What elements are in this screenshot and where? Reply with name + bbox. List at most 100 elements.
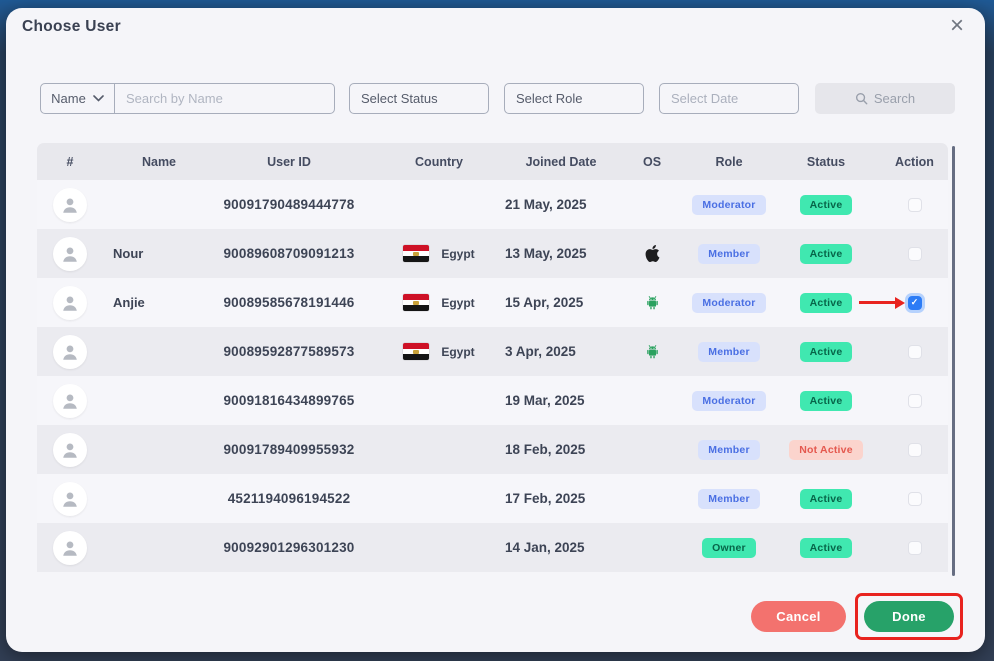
cell-action bbox=[881, 344, 948, 359]
row-checkbox[interactable]: ✓ bbox=[907, 295, 922, 310]
cell-status: Active bbox=[771, 341, 881, 362]
cell-role: Member bbox=[687, 341, 771, 362]
cell-joined-date: 13 May, 2025 bbox=[505, 246, 587, 261]
cell-name bbox=[103, 204, 205, 205]
role-badge: Moderator bbox=[692, 292, 766, 313]
row-checkbox[interactable] bbox=[907, 344, 922, 359]
cell-name: Anjie bbox=[113, 295, 145, 310]
user-avatar-icon bbox=[53, 187, 87, 222]
status-select[interactable] bbox=[349, 83, 489, 114]
cell-role: Member bbox=[687, 488, 771, 509]
egypt-flag-icon bbox=[403, 245, 430, 262]
cell-index bbox=[37, 236, 103, 271]
row-checkbox[interactable] bbox=[907, 393, 922, 408]
table-row: 90091789409955932 18 Feb, 2025 Member Not A… bbox=[37, 425, 948, 474]
choose-user-modal: Choose User × Name Search # Name User ID bbox=[6, 8, 985, 652]
search-icon bbox=[855, 92, 868, 105]
row-checkbox[interactable] bbox=[907, 540, 922, 555]
cell-role: Member bbox=[687, 439, 771, 460]
cell-name bbox=[103, 351, 205, 352]
cell-name bbox=[103, 547, 205, 548]
cell-action bbox=[881, 197, 948, 212]
col-hash: # bbox=[66, 154, 74, 169]
table-header: # Name User ID Country Joined Date OS Ro… bbox=[37, 143, 948, 180]
cell-name bbox=[103, 498, 205, 499]
cell-action bbox=[881, 246, 948, 261]
close-icon[interactable]: × bbox=[943, 12, 971, 40]
cell-joined-date: 14 Jan, 2025 bbox=[505, 540, 585, 555]
cell-status: Active bbox=[771, 194, 881, 215]
table-row: Nour 90089608709091213 Egypt 13 May, 2025 Me… bbox=[37, 229, 948, 278]
users-table: # Name User ID Country Joined Date OS Ro… bbox=[37, 143, 948, 572]
cell-os bbox=[617, 547, 687, 548]
cell-user-id: 90089592877589573 bbox=[223, 344, 355, 359]
cell-os bbox=[617, 449, 687, 450]
cell-country bbox=[373, 498, 505, 499]
egypt-flag-icon bbox=[403, 343, 430, 360]
country-label: Egypt bbox=[441, 246, 475, 261]
role-badge: Member bbox=[698, 439, 760, 460]
role-select[interactable] bbox=[504, 83, 644, 114]
cell-role: Member bbox=[687, 243, 771, 264]
cell-os bbox=[617, 295, 687, 310]
cell-country: Egypt bbox=[373, 343, 505, 360]
row-checkbox[interactable] bbox=[907, 246, 922, 261]
cell-country bbox=[373, 204, 505, 205]
cell-name bbox=[103, 400, 205, 401]
modal-footer: Cancel Done bbox=[751, 593, 963, 640]
cell-user-id: 90091816434899765 bbox=[223, 393, 355, 408]
role-badge: Member bbox=[698, 243, 760, 264]
chevron-down-icon bbox=[93, 95, 104, 102]
name-field-dropdown[interactable]: Name bbox=[41, 84, 115, 113]
done-button[interactable]: Done bbox=[864, 601, 954, 632]
date-select[interactable] bbox=[659, 83, 799, 114]
search-button[interactable]: Search bbox=[815, 83, 955, 114]
cell-role: Owner bbox=[687, 537, 771, 558]
done-highlight-annotation: Done bbox=[855, 593, 963, 640]
row-checkbox[interactable] bbox=[907, 197, 922, 212]
user-avatar-icon bbox=[53, 432, 87, 467]
cancel-button[interactable]: Cancel bbox=[751, 601, 846, 632]
user-avatar-icon bbox=[53, 285, 87, 320]
cell-role: Moderator bbox=[687, 194, 771, 215]
table-row: Anjie 90089585678191446 Egypt 15 Apr, 2025 M… bbox=[37, 278, 948, 327]
cell-country bbox=[373, 449, 505, 450]
android-icon bbox=[642, 344, 663, 359]
col-action: Action bbox=[895, 154, 934, 169]
col-name: Name bbox=[141, 154, 177, 169]
table-body: 90091790489444778 21 May, 2025 Moderator Ac… bbox=[37, 180, 948, 572]
cell-user-id: 90091789409955932 bbox=[223, 442, 355, 457]
filter-bar: Name Search bbox=[6, 83, 985, 114]
user-avatar-icon bbox=[53, 334, 87, 369]
apple-icon bbox=[644, 244, 661, 263]
user-avatar-icon bbox=[53, 481, 87, 516]
scrollbar-thumb[interactable] bbox=[952, 146, 955, 576]
search-button-label: Search bbox=[873, 91, 916, 106]
cell-os bbox=[617, 244, 687, 263]
modal-title: Choose User bbox=[22, 18, 121, 35]
role-badge: Moderator bbox=[692, 390, 766, 411]
cell-index bbox=[37, 285, 103, 320]
cell-index bbox=[37, 530, 103, 565]
egypt-flag-icon bbox=[403, 294, 430, 311]
table-row: 4521194096194522 17 Feb, 2025 Member Active bbox=[37, 474, 948, 523]
user-avatar-icon bbox=[53, 530, 87, 565]
cell-action bbox=[881, 393, 948, 408]
cell-status: Active bbox=[771, 292, 881, 313]
cell-country bbox=[373, 547, 505, 548]
cell-index bbox=[37, 383, 103, 418]
cell-status: Active bbox=[771, 488, 881, 509]
row-checkbox[interactable] bbox=[907, 442, 922, 457]
col-joined-date: Joined Date bbox=[525, 154, 597, 169]
row-checkbox[interactable] bbox=[907, 491, 922, 506]
role-badge: Member bbox=[698, 341, 760, 362]
col-status: Status bbox=[806, 154, 846, 169]
cell-status: Active bbox=[771, 243, 881, 264]
status-badge: Active bbox=[799, 537, 853, 558]
search-input[interactable] bbox=[115, 84, 334, 113]
role-badge: Member bbox=[698, 488, 760, 509]
cell-country: Egypt bbox=[373, 245, 505, 262]
cell-status: Active bbox=[771, 390, 881, 411]
cell-joined-date: 21 May, 2025 bbox=[505, 197, 587, 212]
cell-action: ✓ bbox=[881, 295, 948, 310]
